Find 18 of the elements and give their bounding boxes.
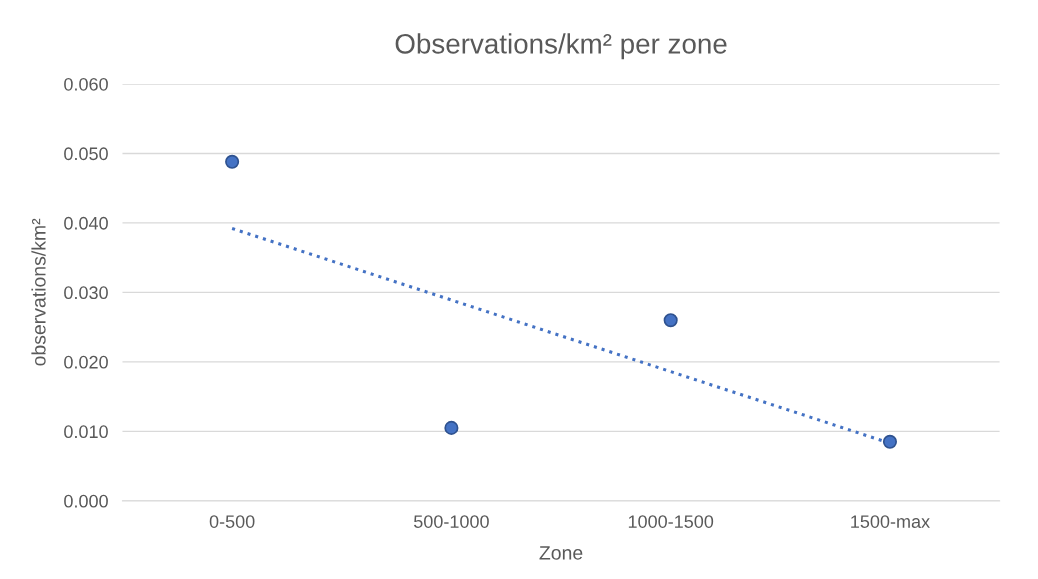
x-tick-label: 1500-max [851, 515, 930, 528]
y-tick-label: 0.030 [64, 286, 108, 300]
point [225, 154, 240, 169]
x-axis-title: Zone [539, 546, 583, 560]
point [444, 420, 459, 435]
x-tick-label: 500-1000 [413, 515, 489, 528]
point [663, 313, 678, 328]
y-tick-label: 0.060 [64, 77, 108, 91]
x-tick-label: 0-500 [209, 515, 255, 528]
y-tick-label: 0.040 [64, 216, 108, 230]
y-tick-label: 0.050 [64, 147, 108, 161]
x-tick-label: 1000-1500 [628, 515, 714, 528]
y-tick-label: 0.000 [64, 494, 108, 508]
y-axis-title: observations/km² [31, 218, 46, 366]
y-tick-label: 0.010 [64, 425, 108, 439]
chart-title: Observations/km² per zone [395, 33, 727, 60]
point [882, 434, 898, 449]
y-tick-label: 0.020 [64, 355, 108, 369]
